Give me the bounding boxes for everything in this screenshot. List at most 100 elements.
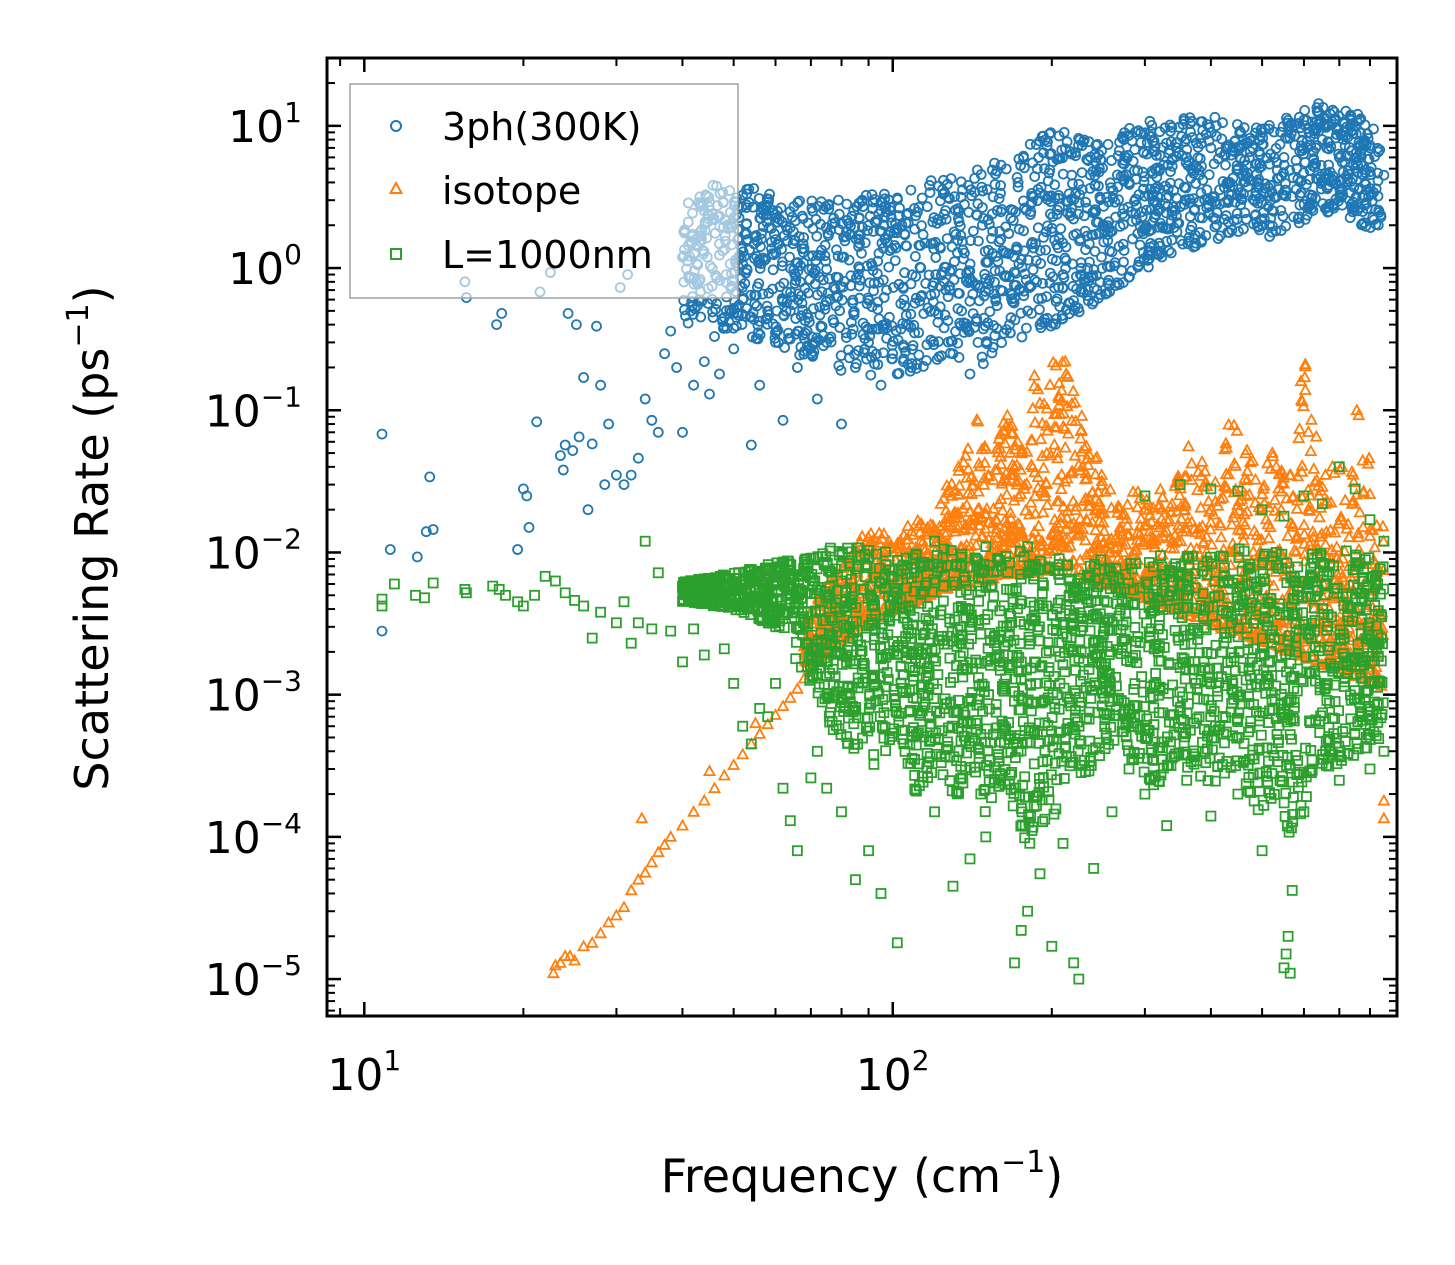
circle-point: [1064, 146, 1076, 157]
circle-point: [783, 327, 794, 339]
circle-point: [1147, 145, 1159, 157]
circle-point: [1243, 152, 1255, 164]
circle-point: [1136, 206, 1147, 218]
circle-point: [866, 260, 878, 272]
circle-point: [776, 243, 787, 255]
circle-point: [1235, 199, 1246, 211]
circle-point: [792, 288, 804, 300]
circle-point: [889, 255, 901, 267]
circle-point: [1321, 183, 1333, 195]
circle-point: [915, 262, 927, 274]
circle-point: [933, 180, 945, 192]
circle-point: [625, 469, 637, 481]
circle-point: [756, 228, 767, 239]
circle-point: [964, 368, 976, 380]
circle-point: [1054, 201, 1065, 213]
circle-point: [1293, 118, 1304, 129]
circle-point: [1164, 119, 1176, 131]
circle-point: [1212, 233, 1224, 245]
circle-point: [1066, 169, 1078, 181]
circle-point: [777, 414, 789, 426]
circle-point: [957, 235, 968, 247]
square-point: [1279, 683, 1290, 694]
circle-point: [652, 426, 664, 438]
circle-point: [958, 253, 969, 265]
circle-point: [930, 269, 942, 281]
circle-point: [1013, 153, 1025, 165]
circle-point: [1352, 159, 1364, 171]
circle-point: [1130, 193, 1141, 205]
circle-point: [424, 471, 436, 483]
circle-point: [1316, 175, 1328, 187]
circle-point: [680, 310, 691, 322]
circle-point: [1069, 304, 1080, 316]
circle-point: [1025, 209, 1036, 220]
triangle-point: [1195, 454, 1209, 467]
triangle-point: [1066, 494, 1080, 507]
circle-point: [989, 265, 1001, 277]
circle-point: [942, 192, 954, 204]
circle-point: [913, 349, 925, 361]
circle-point: [1344, 212, 1356, 224]
circle-point: [1284, 132, 1296, 144]
circle-point: [786, 211, 798, 223]
circle-point: [893, 278, 905, 290]
circle-point: [976, 351, 988, 363]
circle-point: [512, 544, 523, 555]
circle-point: [1072, 208, 1084, 220]
circle-point: [925, 238, 937, 250]
circle-point: [955, 191, 967, 203]
circle-point: [1345, 111, 1357, 122]
triangle-point: [617, 900, 631, 913]
circle-point: [761, 199, 773, 211]
circle-point: [1201, 119, 1213, 130]
triangle-point: [1181, 439, 1196, 452]
circle-point: [1220, 143, 1232, 155]
circle-point: [997, 245, 1009, 257]
circle-point: [795, 310, 807, 322]
circle-point: [1293, 217, 1305, 229]
circle-point: [1290, 154, 1302, 166]
circle-point: [1370, 204, 1382, 216]
circle-point: [796, 297, 808, 309]
circle-point: [1126, 265, 1138, 277]
circle-point: [1024, 280, 1035, 292]
circle-point: [1018, 152, 1029, 164]
circle-point: [846, 316, 857, 328]
circle-point: [744, 244, 755, 256]
circle-point: [1252, 180, 1263, 192]
circle-point: [942, 336, 954, 348]
circle-point: [1080, 196, 1091, 208]
circle-point: [1305, 139, 1317, 151]
circle-point: [714, 368, 725, 380]
circle-point: [912, 206, 923, 218]
circle-point: [1292, 173, 1304, 185]
triangle-point: [1058, 440, 1072, 453]
triangle-point: [1198, 464, 1212, 477]
circle-point: [973, 235, 984, 247]
circle-point: [899, 300, 911, 312]
circle-point: [931, 353, 943, 365]
circle-point: [646, 414, 658, 426]
circle-point: [940, 205, 951, 217]
circle-point: [1207, 212, 1219, 224]
circle-point: [1040, 134, 1051, 146]
circle-point: [1082, 155, 1094, 167]
circle-point: [986, 347, 998, 359]
circle-point: [795, 341, 807, 353]
circle-point: [909, 297, 921, 309]
circle-point: [1092, 138, 1103, 150]
triangle-point: [1066, 384, 1080, 397]
circle-point: [571, 319, 582, 331]
circle-point: [994, 265, 1006, 277]
triangle-point: [1000, 487, 1014, 500]
circle-point: [1027, 157, 1038, 169]
circle-point: [1311, 115, 1323, 127]
circle-point: [995, 187, 1006, 199]
circle-point: [954, 288, 965, 300]
circle-point: [1190, 240, 1201, 252]
circle-point: [944, 265, 956, 277]
circle-point: [806, 263, 818, 275]
circle-point: [813, 271, 825, 283]
circle-point: [1057, 168, 1069, 180]
